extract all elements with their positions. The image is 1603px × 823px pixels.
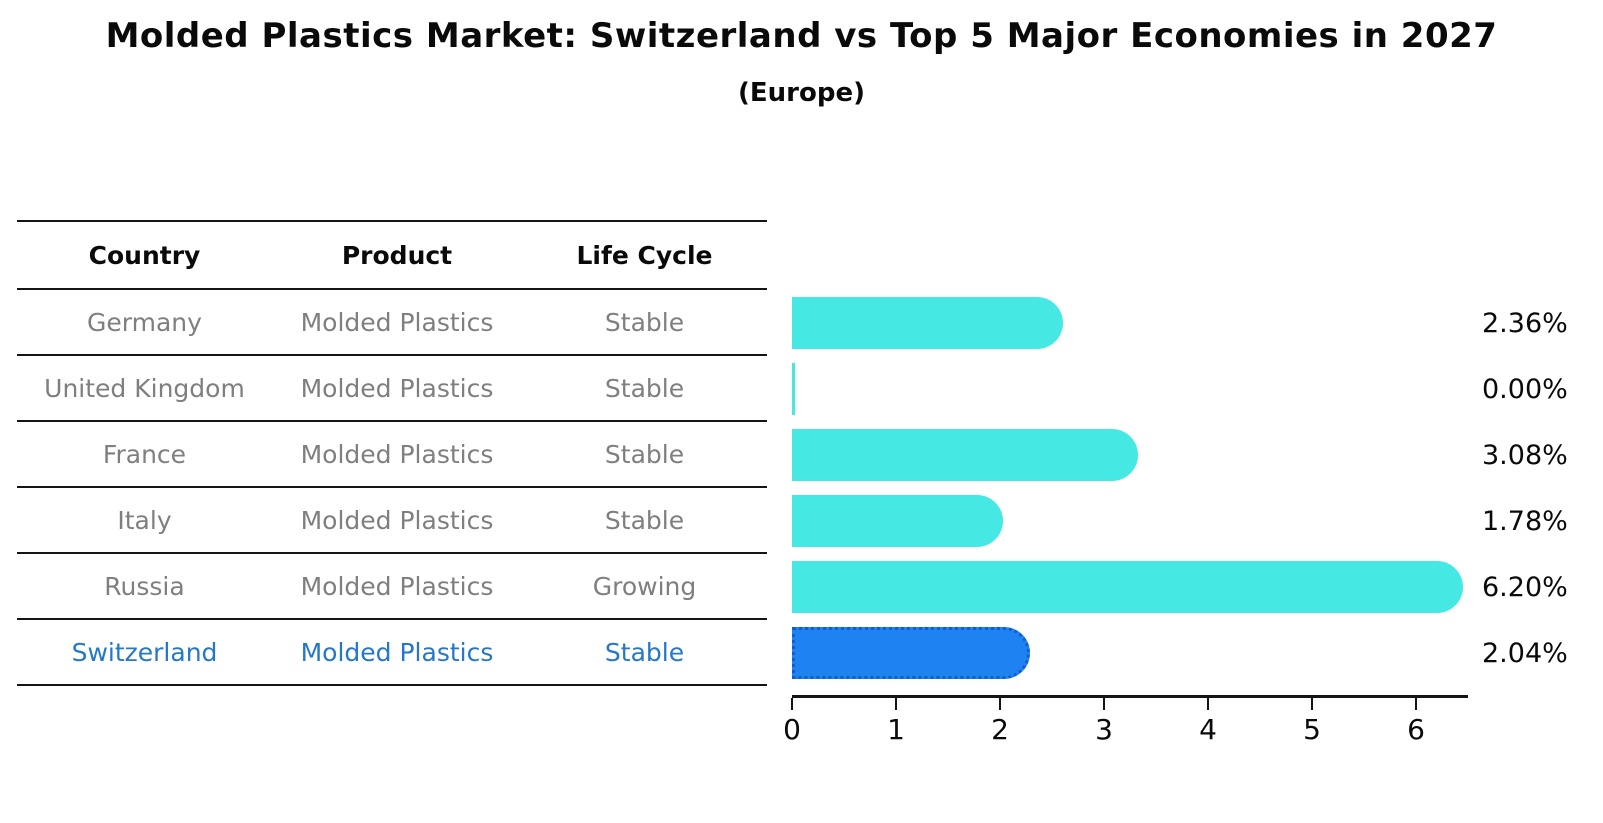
table-row: United Kingdom Molded Plastics Stable 0.… [17,356,1603,422]
table-row-cells: Germany Molded Plastics Stable [17,290,767,356]
x-axis-tick-label: 6 [1407,713,1425,746]
chart-subtitle: (Europe) [738,78,865,108]
header-country: Country [88,240,201,270]
bar-italy [792,495,1004,547]
table-row-cells: Switzerland Molded Plastics Stable [17,620,767,686]
bar-united-kingdom [792,363,795,415]
table-row: Russia Molded Plastics Growing 6.20% [17,554,1603,620]
table-row-cells: France Molded Plastics Stable [17,422,767,488]
table-row: Italy Molded Plastics Stable 1.78% [17,488,1603,554]
cell-product: Molded Plastics [300,373,494,403]
value-header-spacer [1482,220,1600,290]
bar-track [792,554,1468,620]
x-axis-tick [1103,698,1105,710]
cell-country: Italy [117,505,172,535]
x-axis-tick [1311,698,1313,710]
table-row-highlight: Switzerland Molded Plastics Stable 2.04% [17,620,1603,686]
cell-product: Molded Plastics [300,439,494,469]
chart-title: Molded Plastics Market: Switzerland vs T… [105,16,1498,56]
bar-track [792,620,1468,686]
x-axis-tick-label: 3 [1095,713,1113,746]
chart-body: Country Product Life Cycle Germany Molde… [17,220,1603,746]
x-axis-tick [1207,698,1209,710]
value-label: 1.78% [1482,505,1568,537]
table-row-cells: United Kingdom Molded Plastics Stable [17,356,767,422]
value-label: 0.00% [1482,373,1568,405]
x-axis-tick-label: 4 [1199,713,1217,746]
value-label: 2.36% [1482,307,1568,339]
bar-germany [792,297,1064,349]
bar-france [792,429,1139,481]
cell-product: Molded Plastics [300,505,494,535]
table-header-row: Country Product Life Cycle [17,220,1603,290]
bar-track [792,422,1468,488]
cell-country: France [102,439,187,469]
cell-country: Switzerland [71,637,218,667]
x-axis-tick [1415,698,1417,710]
bar-track [792,356,1468,422]
header-product: Product [341,240,453,270]
x-axis-tick-label: 0 [783,713,801,746]
chart-header-spacer [792,220,1468,290]
x-axis: 0 1 2 3 4 5 6 [783,695,1468,746]
table-header-cells: Country Product Life Cycle [17,220,767,290]
x-axis-tick [895,698,897,710]
cell-life-cycle: Stable [604,505,685,535]
table-row: Germany Molded Plastics Stable 2.36% [17,290,1603,356]
bar-russia [792,561,1463,613]
bar-track [792,290,1468,356]
bar-track [792,488,1468,554]
x-axis-tick-label: 1 [887,713,905,746]
cell-country: Russia [104,571,185,601]
cell-life-cycle: Stable [604,637,685,667]
cell-product: Molded Plastics [300,571,494,601]
x-axis-tick [999,698,1001,710]
header-life-cycle: Life Cycle [576,240,713,270]
table-row: France Molded Plastics Stable 3.08% [17,422,1603,488]
value-label: 3.08% [1482,439,1568,471]
cell-product: Molded Plastics [300,307,494,337]
x-axis-tick-label: 5 [1303,713,1321,746]
cell-life-cycle: Stable [604,373,685,403]
cell-country: United Kingdom [44,373,245,403]
cell-product: Molded Plastics [300,637,494,667]
cell-life-cycle: Stable [604,307,685,337]
bar-switzerland [792,627,1031,679]
x-axis-tick [791,698,793,710]
table-row-cells: Russia Molded Plastics Growing [17,554,767,620]
cell-life-cycle: Growing [592,571,697,601]
table-row-cells: Italy Molded Plastics Stable [17,488,767,554]
cell-country: Germany [87,307,202,337]
value-label: 2.04% [1482,637,1568,669]
x-axis-row: 0 1 2 3 4 5 6 [17,686,1603,746]
value-label: 6.20% [1482,571,1568,603]
x-axis-tick-label: 2 [991,713,1009,746]
x-axis-spacer [17,686,792,745]
cell-life-cycle: Stable [604,439,685,469]
